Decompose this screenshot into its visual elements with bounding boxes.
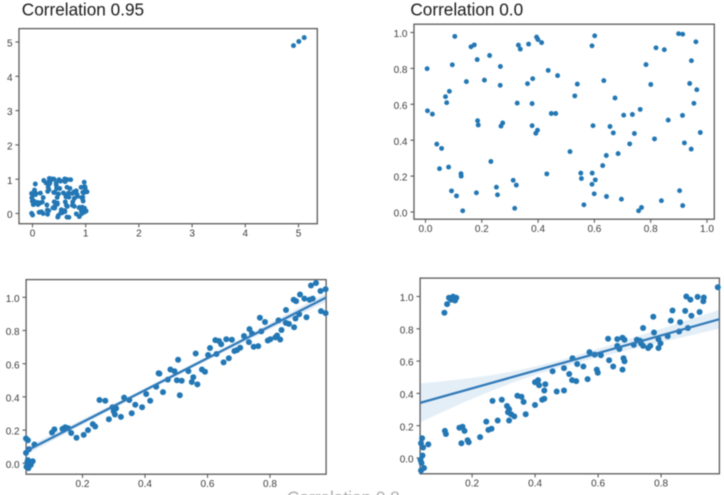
svg-text:0.8: 0.8: [6, 327, 20, 338]
svg-text:0.8: 0.8: [654, 479, 668, 490]
svg-text:0.8: 0.8: [400, 325, 414, 336]
svg-text:Correlation 0.95: Correlation 0.95: [22, 0, 144, 19]
svg-text:3: 3: [189, 229, 195, 240]
svg-text:1: 1: [83, 229, 89, 240]
svg-text:0.2: 0.2: [76, 479, 90, 490]
svg-text:3: 3: [7, 107, 13, 118]
svg-text:0.6: 0.6: [6, 360, 20, 371]
svg-text:0.4: 0.4: [531, 224, 545, 235]
svg-text:2: 2: [136, 229, 142, 240]
svg-text:0.6: 0.6: [394, 101, 408, 112]
svg-text:2: 2: [7, 142, 13, 153]
svg-text:1.0: 1.0: [400, 293, 414, 304]
svg-text:0.6: 0.6: [587, 224, 601, 235]
svg-text:Correlation 0.0: Correlation 0.0: [410, 0, 523, 19]
svg-text:0: 0: [7, 210, 13, 221]
svg-text:0.0: 0.0: [419, 224, 433, 235]
svg-text:0.2: 0.2: [475, 224, 489, 235]
svg-text:0.2: 0.2: [400, 422, 414, 433]
svg-text:0.8: 0.8: [394, 65, 408, 76]
svg-text:1.0: 1.0: [394, 29, 408, 40]
svg-text:0.4: 0.4: [528, 479, 542, 490]
svg-text:0.6: 0.6: [591, 479, 605, 490]
svg-text:0.2: 0.2: [465, 479, 479, 490]
svg-text:0.0: 0.0: [400, 455, 414, 466]
svg-text:Correlation 0.8: Correlation 0.8: [287, 488, 400, 495]
svg-text:0.8: 0.8: [644, 224, 658, 235]
svg-text:1.0: 1.0: [6, 294, 20, 305]
svg-text:0.0: 0.0: [394, 209, 408, 220]
svg-text:5: 5: [296, 229, 302, 240]
svg-text:0.6: 0.6: [400, 358, 414, 369]
svg-text:0.4: 0.4: [400, 390, 414, 401]
svg-text:0.2: 0.2: [6, 427, 20, 438]
svg-text:0.2: 0.2: [394, 173, 408, 184]
svg-text:0.8: 0.8: [263, 479, 277, 490]
svg-text:0.4: 0.4: [138, 479, 152, 490]
svg-text:0: 0: [30, 229, 36, 240]
svg-text:5: 5: [7, 39, 13, 50]
svg-text:0.6: 0.6: [201, 479, 215, 490]
svg-text:0.0: 0.0: [6, 460, 20, 471]
svg-text:1.0: 1.0: [700, 224, 714, 235]
svg-text:4: 4: [243, 229, 249, 240]
svg-text:1: 1: [7, 176, 13, 187]
svg-text:0.4: 0.4: [6, 394, 20, 405]
svg-text:0.4: 0.4: [394, 137, 408, 148]
svg-text:4: 4: [7, 73, 13, 84]
